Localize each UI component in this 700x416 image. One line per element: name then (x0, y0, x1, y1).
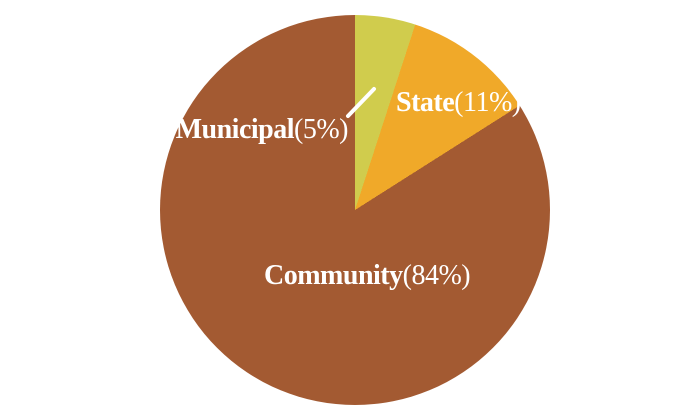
label-state-value: (11%) (454, 87, 521, 118)
label-municipal-value: (5%) (294, 114, 348, 145)
label-municipal-name: Municipal (175, 114, 295, 145)
label-state: State(11%) (396, 89, 521, 117)
label-state-name: State (396, 87, 455, 118)
label-community-value: (84%) (402, 260, 471, 291)
label-community-name: Community (264, 260, 403, 291)
label-community: Community(84%) (264, 260, 471, 291)
label-municipal: Municipal(5%) (0, 114, 349, 145)
pie-circle (160, 15, 550, 405)
